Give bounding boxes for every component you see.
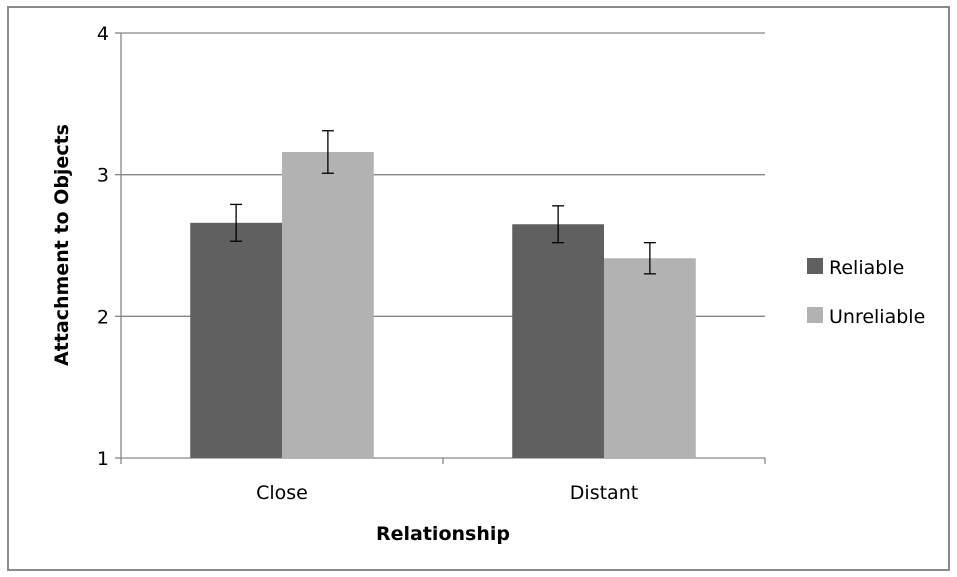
y-tick-label: 3 bbox=[97, 165, 109, 187]
error-bar bbox=[321, 130, 334, 174]
bar-reliable-close bbox=[190, 222, 282, 458]
y-tick-label: 1 bbox=[97, 448, 109, 470]
category-labels: Close Distant bbox=[256, 482, 638, 504]
bars bbox=[190, 152, 696, 458]
legend-item-unreliable: Unreliable bbox=[807, 306, 925, 328]
y-tick-label: 4 bbox=[97, 23, 109, 45]
category-label-close: Close bbox=[256, 482, 308, 504]
legend-label: Unreliable bbox=[829, 306, 925, 328]
legend-label: Reliable bbox=[829, 257, 904, 279]
error-bar bbox=[643, 242, 656, 275]
legend-item-reliable: Reliable bbox=[807, 257, 904, 279]
error-bar bbox=[552, 205, 565, 244]
y-tick-label: 2 bbox=[97, 306, 109, 328]
y-axis-title: Attachment to Objects bbox=[51, 124, 73, 366]
bar-unreliable-distant bbox=[604, 258, 696, 458]
category-label-distant: Distant bbox=[570, 482, 638, 504]
bar-unreliable-close bbox=[282, 152, 374, 458]
x-axis-title: Relationship bbox=[376, 523, 510, 545]
chart-frame bbox=[7, 6, 950, 571]
error-bars bbox=[230, 130, 656, 275]
legend-swatch bbox=[807, 307, 823, 323]
legend-swatch bbox=[807, 258, 823, 274]
legend: Reliable Unreliable bbox=[807, 257, 925, 328]
bar-reliable-distant bbox=[512, 224, 604, 458]
y-tick-labels: 1 2 3 4 bbox=[97, 23, 109, 470]
error-bar bbox=[230, 203, 243, 242]
